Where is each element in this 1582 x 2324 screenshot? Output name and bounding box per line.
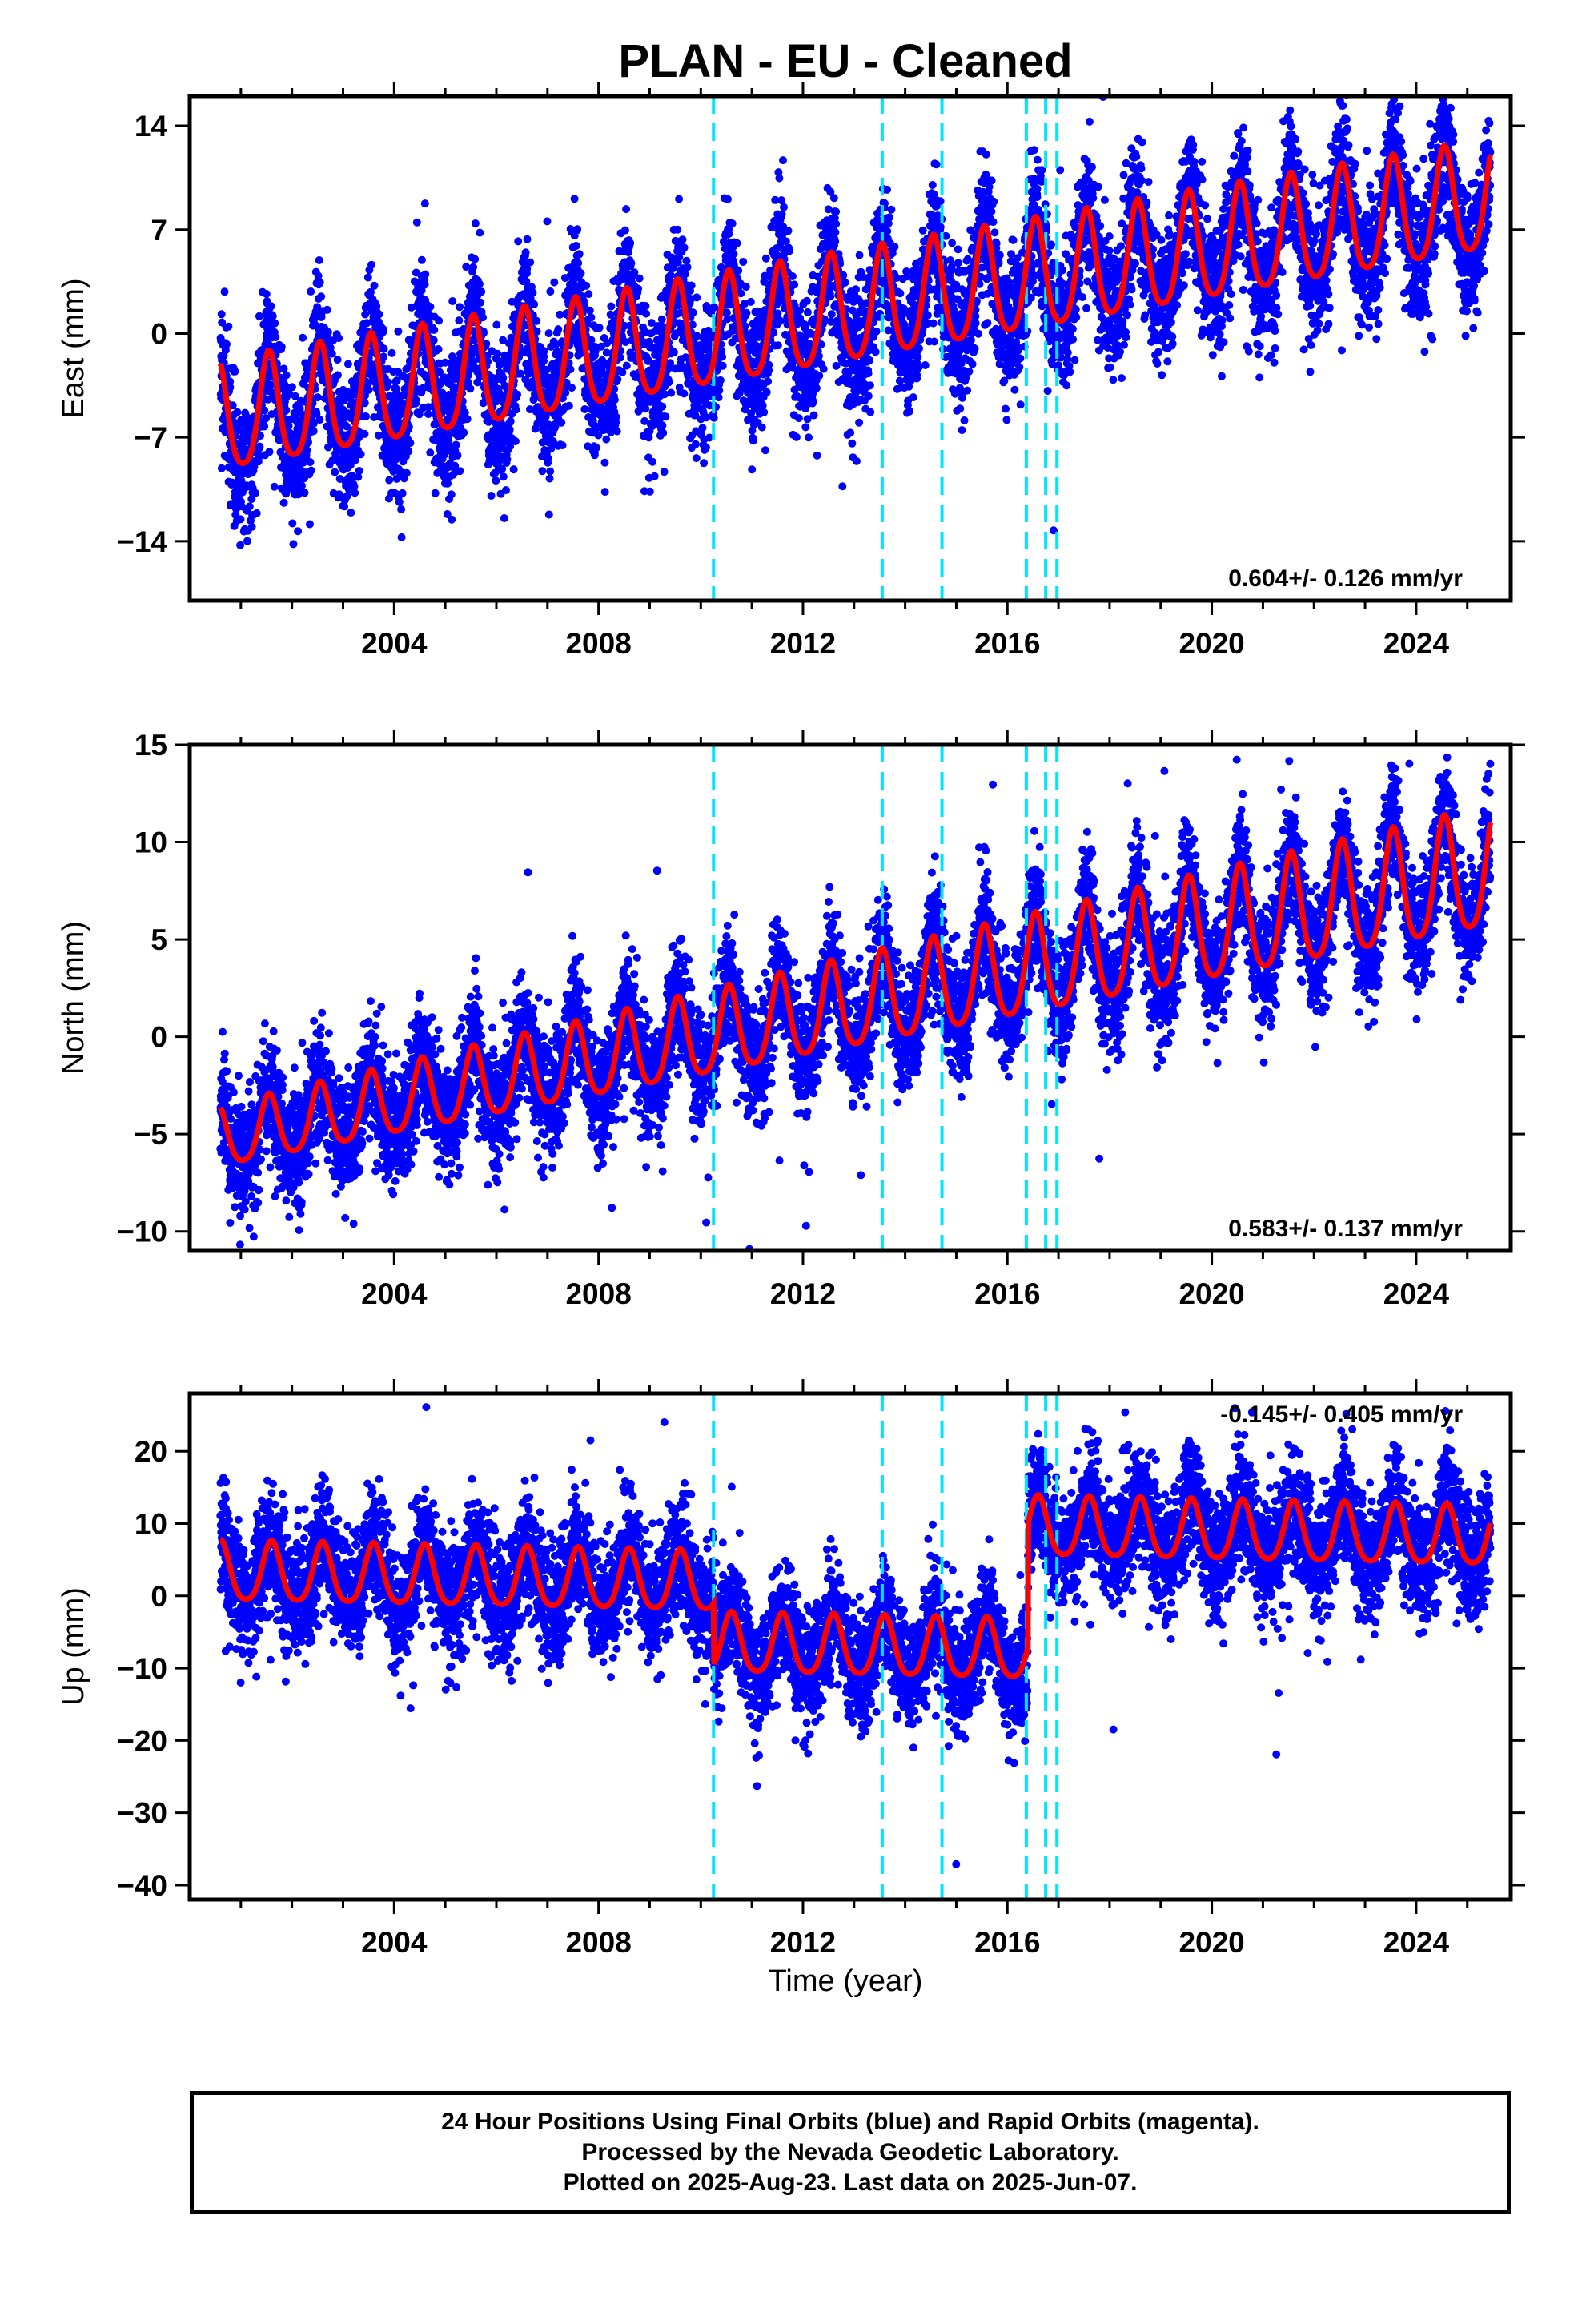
east-xtick-label: 2004 <box>361 627 428 660</box>
up-ytick-label: −20 <box>117 1724 167 1757</box>
footer-line-2: Processed by the Nevada Geodetic Laborat… <box>581 2137 1118 2168</box>
up-xtick-label: 2012 <box>770 1926 836 1959</box>
east-ytick-label: 0 <box>151 317 167 350</box>
north-rate-label: 0.583+/- 0.137 mm/yr <box>1228 1216 1463 1242</box>
east-xtick-label: 2024 <box>1383 627 1450 660</box>
up-ytick-label: −30 <box>117 1797 167 1830</box>
footer-caption-box: 24 Hour Positions Using Final Orbits (bl… <box>190 2091 1511 2214</box>
east-ytick-label: 7 <box>151 214 167 247</box>
east-ytick-label: −14 <box>117 525 167 558</box>
up-xtick-label: 2008 <box>565 1926 631 1959</box>
north-ytick-label: 0 <box>151 1021 167 1054</box>
up-xtick-label: 2016 <box>974 1926 1040 1959</box>
east-xtick-label: 2020 <box>1178 627 1244 660</box>
up-ytick-label: 20 <box>135 1435 167 1468</box>
up-ytick-label: −10 <box>117 1652 167 1685</box>
east-data-points <box>217 24 1495 608</box>
x-axis-label: Time (year) <box>769 1964 923 1998</box>
up-panel: 20 10 0 −10 −20 −30 −40 2004 2008 2012 2016 2020 202… <box>57 1355 1525 1959</box>
up-ytick-label: 10 <box>135 1508 167 1541</box>
north-xtick-label: 2008 <box>565 1277 631 1310</box>
up-xtick-label: 2004 <box>361 1926 428 1959</box>
north-scatter-series <box>216 719 1494 1252</box>
figure-title: PLAN - EU - Cleaned <box>618 35 1072 87</box>
up-ytick-label: 0 <box>151 1580 167 1613</box>
east-rate-label: 0.604+/- 0.126 mm/yr <box>1228 565 1463 592</box>
north-ytick-label: 15 <box>135 729 167 762</box>
north-ytick-label: 10 <box>135 826 167 859</box>
east-ytick-label: −7 <box>134 421 167 454</box>
north-xtick-label: 2020 <box>1178 1277 1244 1310</box>
north-xtick-label: 2012 <box>770 1277 836 1310</box>
north-ytick-label: −5 <box>134 1118 167 1151</box>
up-rate-label: -0.145+/- 0.405 mm/yr <box>1220 1401 1463 1428</box>
east-scatter-series <box>217 24 1495 608</box>
up-xtick-label: 2024 <box>1383 1926 1450 1959</box>
north-data-points <box>216 719 1494 1252</box>
north-xtick-label: 2016 <box>974 1277 1040 1310</box>
north-xtick-label: 2024 <box>1383 1277 1450 1310</box>
up-scatter-series <box>216 1355 1494 1868</box>
up-xtick-label: 2020 <box>1178 1926 1244 1959</box>
east-xtick-label: 2012 <box>770 627 836 660</box>
east-y-axis-label: East (mm) <box>57 278 90 418</box>
north-panel: 15 10 5 0 −5 −10 2004 2008 2012 2016 2020 2024 North… <box>57 719 1525 1310</box>
up-data-points <box>216 1355 1494 1868</box>
footer-line-1: 24 Hour Positions Using Final Orbits (bl… <box>441 2107 1259 2137</box>
east-xtick-label: 2008 <box>565 627 631 660</box>
north-ytick-label: 5 <box>151 923 167 956</box>
footer-line-3: Plotted on 2025-Aug-23. Last data on 202… <box>564 2168 1138 2198</box>
east-panel: 14 7 0 −7 −14 2004 2008 2012 2016 2020 2024 East (m… <box>57 24 1525 661</box>
up-ytick-label: −40 <box>117 1869 167 1902</box>
east-xtick-label: 2016 <box>974 627 1040 660</box>
east-ytick-label: 14 <box>135 110 168 143</box>
up-y-axis-label: Up (mm) <box>57 1587 90 1706</box>
north-xtick-label: 2004 <box>361 1277 428 1310</box>
north-y-axis-label: North (mm) <box>57 921 90 1075</box>
north-ytick-label: −10 <box>117 1216 167 1248</box>
